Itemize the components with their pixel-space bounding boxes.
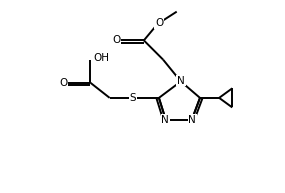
Text: S: S — [130, 93, 136, 103]
Text: O: O — [155, 18, 163, 28]
Text: N: N — [161, 115, 169, 125]
Text: O: O — [112, 35, 121, 45]
Text: OH: OH — [93, 53, 109, 63]
Text: N: N — [188, 115, 196, 125]
Text: N: N — [177, 76, 185, 86]
Text: O: O — [59, 78, 67, 88]
